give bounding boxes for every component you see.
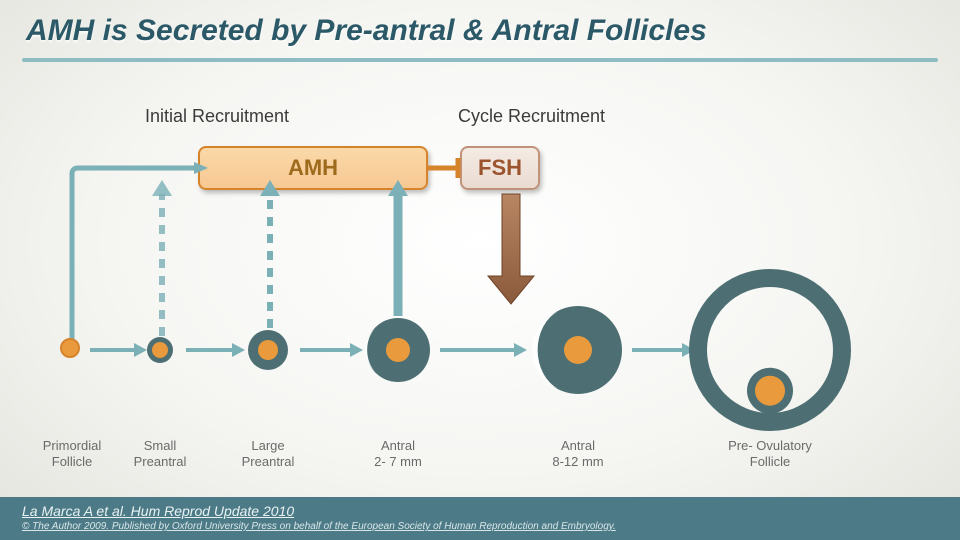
progress-arrow-3-icon — [440, 342, 528, 358]
up-arrow-1-icon — [258, 180, 282, 330]
progress-arrow-0-icon — [90, 342, 148, 358]
up-arrow-0-icon — [150, 180, 174, 338]
caption-antral-812: Antral8-12 mm — [523, 438, 633, 471]
citation: La Marca A et al. Hum Reprod Update 2010 — [22, 503, 938, 519]
elbow-arrow-icon — [68, 164, 210, 342]
progress-arrow-4-icon — [632, 342, 696, 358]
footer: La Marca A et al. Hum Reprod Update 2010… — [0, 497, 960, 540]
follicle-antral-812 — [534, 306, 622, 394]
caption-preov: Pre- OvulatoryFollicle — [715, 438, 825, 471]
up-arrow-2-icon — [386, 180, 410, 318]
copyright: © The Author 2009. Published by Oxford U… — [22, 521, 938, 532]
progress-arrow-2-icon — [300, 342, 364, 358]
initial-recruitment-label: Initial Recruitment — [145, 106, 289, 127]
title-bar: AMH is Secreted by Pre-antral & Antral F… — [0, 0, 960, 54]
cycle-recruitment-label: Cycle Recruitment — [458, 106, 605, 127]
fsh-down-arrow-icon — [488, 194, 534, 306]
page-title: AMH is Secreted by Pre-antral & Antral F… — [26, 14, 934, 48]
caption-large-pre: LargePreantral — [213, 438, 323, 471]
diagram-stage: Initial RecruitmentCycle RecruitmentAMHF… — [0, 70, 960, 470]
follicle-antral-27 — [366, 318, 430, 382]
follicle-preov — [696, 276, 844, 424]
follicle-primordial — [61, 339, 83, 361]
caption-antral-27: Antral2- 7 mm — [343, 438, 453, 471]
caption-small-pre: SmallPreantral — [105, 438, 215, 471]
inhibition-bar-icon — [428, 156, 466, 180]
follicle-small-pre — [147, 337, 173, 363]
follicle-large-pre — [248, 330, 288, 370]
fsh-box: FSH — [460, 146, 540, 190]
title-rule — [22, 58, 938, 62]
progress-arrow-1-icon — [186, 342, 246, 358]
